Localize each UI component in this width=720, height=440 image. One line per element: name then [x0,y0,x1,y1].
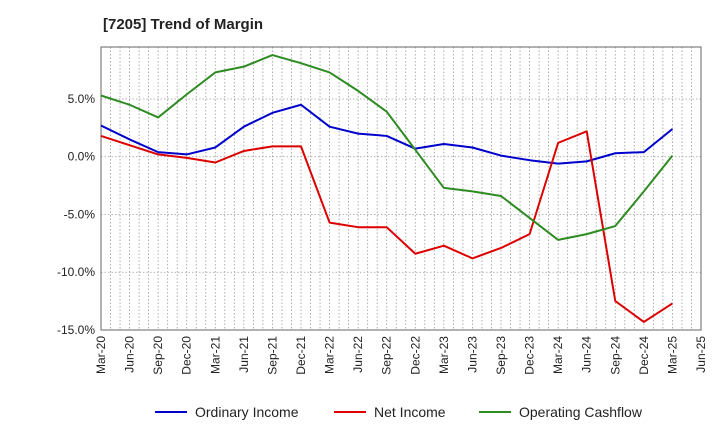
x-tick-label: Jun-24 [580,336,594,373]
series-line-operating-cashflow [100,54,674,241]
series-line-net-income [100,130,673,323]
grid [100,47,702,331]
series-lines [100,54,674,323]
y-tick-label: -15.0% [57,323,95,337]
axes [100,46,702,331]
y-tick-label: 0.0% [68,150,96,164]
plot-frame [100,46,702,331]
legend: Ordinary Income Net Income Operating Cas… [0,404,720,426]
legend-item-ordinary-income: Ordinary Income [155,404,298,420]
x-tick-label: Sep-24 [608,336,622,375]
x-tick-label: Jun-22 [351,336,365,373]
y-tick-label: -5.0% [64,207,96,221]
legend-label: Net Income [374,404,446,420]
x-tick-label: Jun-20 [123,336,137,373]
x-tick-label: Sep-22 [380,336,394,375]
series-line-ordinary-income [100,103,674,165]
x-tick-label: Mar-22 [323,336,337,374]
x-tick-label: Dec-24 [637,336,651,375]
legend-label: Ordinary Income [195,404,299,420]
x-tick-label: Dec-21 [294,336,308,375]
y-tick-label: 5.0% [68,92,96,106]
x-tick-label: Jun-25 [694,336,708,373]
legend-item-operating-cashflow: Operating Cashflow [479,404,642,420]
x-tick-label: Sep-20 [151,336,165,375]
x-tick-label: Mar-21 [208,336,222,374]
legend-swatch-operating-cashflow [479,411,511,413]
y-tick-label: -10.0% [57,265,95,279]
x-tick-label: Dec-22 [408,336,422,375]
y-tick-labels: 5.0% 0.0% -5.0% -10.0% -15.0% [57,92,95,337]
legend-swatch-net-income [334,411,366,413]
x-tick-label: Mar-24 [551,336,565,374]
chart-title: [7205] Trend of Margin [103,16,264,33]
x-tick-label: Sep-21 [265,336,279,375]
x-tick-label: Sep-23 [494,336,508,375]
legend-label: Operating Cashflow [519,404,642,420]
legend-swatch-ordinary-income [155,411,187,413]
x-tick-label: Dec-23 [523,336,537,375]
legend-item-net-income: Net Income [334,404,446,420]
x-tick-label: Mar-25 [665,336,679,374]
x-tick-label: Jun-23 [465,336,479,373]
x-tick-label: Mar-23 [437,336,451,374]
x-tick-labels: Mar-20 Jun-20 Sep-20 Dec-20 Mar-21 Jun-21 Sep-… [94,336,708,375]
x-tick-label: Jun-21 [237,336,251,373]
x-tick-label: Dec-20 [180,336,194,375]
x-tick-label: Mar-20 [94,336,108,374]
